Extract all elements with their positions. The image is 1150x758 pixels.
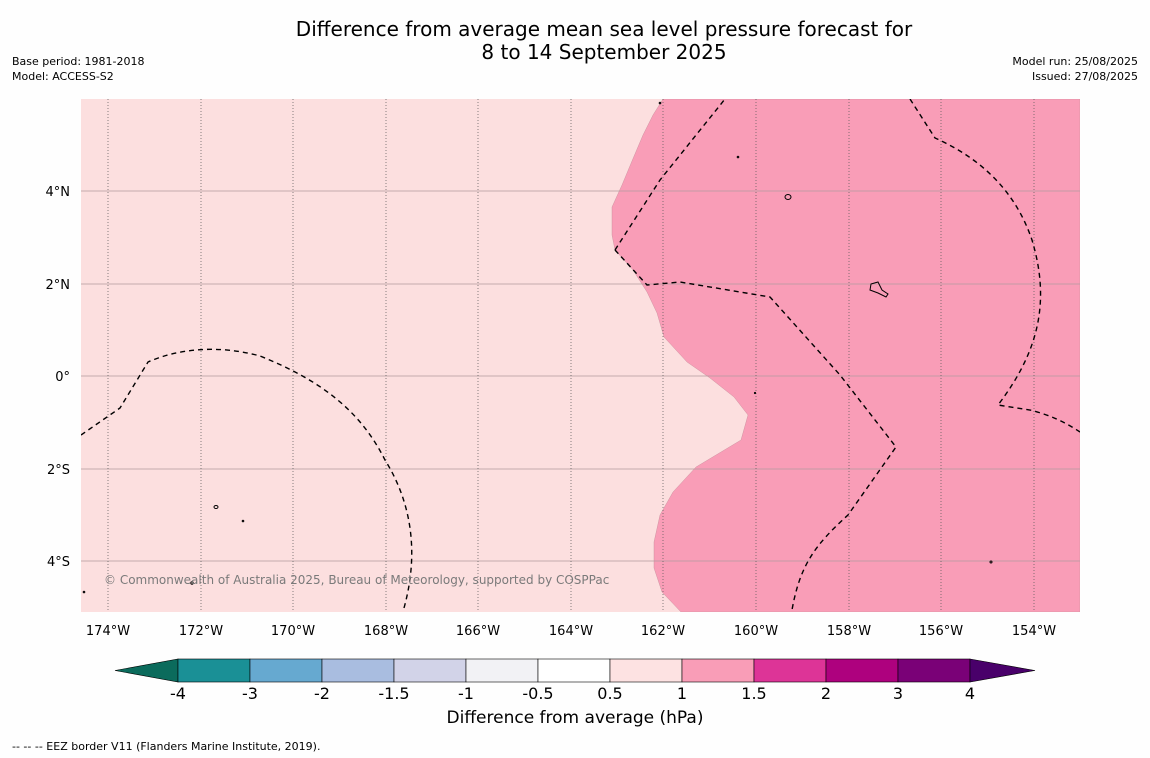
meta-right: Model run: 25/08/2025 Issued: 27/08/2025 bbox=[1012, 54, 1138, 84]
lon-label-154w: 154°W bbox=[1012, 624, 1056, 639]
colorbar-tick-label: -1.5 bbox=[378, 684, 409, 703]
colorbar-extend-high bbox=[969, 658, 1036, 683]
colorbar-tick-label: 4 bbox=[965, 684, 975, 703]
issued-date: Issued: 27/08/2025 bbox=[1031, 70, 1138, 83]
eez-border-east bbox=[909, 99, 1080, 433]
lon-label-164w: 164°W bbox=[549, 624, 593, 639]
island-west-a bbox=[213, 505, 219, 509]
colorbar-tick-label: -1 bbox=[458, 684, 474, 703]
lon-label-158w: 158°W bbox=[827, 624, 871, 639]
meta-left: Base period: 1981-2018 Model: ACCESS-S2 bbox=[12, 54, 144, 84]
colorbar-segment-8 bbox=[681, 658, 755, 683]
base-period: Base period: 1981-2018 bbox=[12, 55, 145, 68]
latitude-labels: 4°N 2°N 0° 2°S 4°S bbox=[46, 185, 71, 570]
colorbar-segment-9 bbox=[753, 658, 827, 683]
colorbar-segment-11 bbox=[897, 658, 971, 683]
colorbar-tick-label: -2 bbox=[314, 684, 330, 703]
lat-label-4s: 4°S bbox=[47, 555, 70, 570]
colorbar-tick-label: 1 bbox=[677, 684, 687, 703]
colorbar-extend-low bbox=[114, 658, 179, 683]
colorbar-tick-label: -0.5 bbox=[522, 684, 553, 703]
lon-label-170w: 170°W bbox=[271, 624, 315, 639]
longitude-labels: 174°W 172°W 170°W 168°W 166°W 164°W 162°… bbox=[86, 624, 1056, 639]
island-jarvis-area bbox=[784, 194, 792, 200]
eez-border-north bbox=[614, 99, 726, 251]
lon-label-166w: 166°W bbox=[456, 624, 500, 639]
colorbar-segment-6 bbox=[537, 658, 611, 683]
eez-footnote: -- -- -- EEZ border V11 (Flanders Marine… bbox=[12, 740, 321, 753]
colorbar-tick-label: 2 bbox=[821, 684, 831, 703]
lat-label-2n: 2°N bbox=[46, 278, 71, 293]
colorbar-segment-2 bbox=[249, 658, 323, 683]
colorbar-segment-4 bbox=[393, 658, 467, 683]
title-line-2: 8 to 14 September 2025 bbox=[481, 40, 727, 64]
copyright-notice: © Commonwealth of Australia 2025, Bureau… bbox=[104, 573, 609, 587]
colorbar-tick-label: 0.5 bbox=[597, 684, 622, 703]
island-west-b bbox=[241, 519, 245, 523]
lon-label-168w: 168°W bbox=[364, 624, 408, 639]
lat-label-equator: 0° bbox=[55, 370, 70, 385]
lon-label-174w: 174°W bbox=[86, 624, 130, 639]
lon-label-172w: 172°W bbox=[179, 624, 223, 639]
lat-label-2s: 2°S bbox=[47, 463, 70, 478]
island-west-c bbox=[190, 581, 194, 585]
eez-borders bbox=[81, 99, 1080, 611]
colorbar-title: Difference from average (hPa) bbox=[446, 708, 704, 728]
colorbar-segment-10 bbox=[825, 658, 899, 683]
islands bbox=[82, 101, 993, 594]
model-name: Model: ACCESS-S2 bbox=[12, 70, 114, 83]
colorbar-segment-5 bbox=[465, 658, 539, 683]
eez-border-west bbox=[81, 348, 413, 609]
colorbar-segment-1 bbox=[177, 658, 251, 683]
colorbar-tick-label: 3 bbox=[893, 684, 903, 703]
map-panel: © Commonwealth of Australia 2025, Bureau… bbox=[81, 99, 1080, 612]
island-north-b bbox=[658, 101, 662, 105]
latitude-gridlines bbox=[81, 190, 1080, 562]
lat-label-4n: 4°N bbox=[46, 185, 71, 200]
lon-label-156w: 156°W bbox=[919, 624, 963, 639]
lon-label-160w: 160°W bbox=[734, 624, 778, 639]
island-east bbox=[989, 560, 993, 564]
model-run: Model run: 25/08/2025 bbox=[1012, 55, 1138, 68]
eez-border-central bbox=[614, 249, 897, 611]
colorbar-segment-7 bbox=[609, 658, 683, 683]
colorbar-segment-3 bbox=[321, 658, 395, 683]
island-central bbox=[753, 391, 757, 395]
island-west-edge bbox=[82, 590, 86, 594]
colorbar: -4 -3 -2 -1.5 -1 -0.5 0.5 1 1.5 2 3 4 bbox=[114, 658, 1036, 703]
colorbar-tick-label: 1.5 bbox=[741, 684, 766, 703]
island-north-a bbox=[736, 155, 740, 159]
lon-label-162w: 162°W bbox=[641, 624, 685, 639]
colorbar-tick-label: -3 bbox=[242, 684, 258, 703]
island-kiritimati bbox=[869, 281, 889, 298]
anomaly-band-1-to-1.5 bbox=[611, 99, 1080, 612]
colorbar-tick-label: -4 bbox=[170, 684, 186, 703]
chart-title: Difference from average mean sea level p… bbox=[0, 18, 1150, 64]
title-line-1: Difference from average mean sea level p… bbox=[295, 17, 913, 41]
